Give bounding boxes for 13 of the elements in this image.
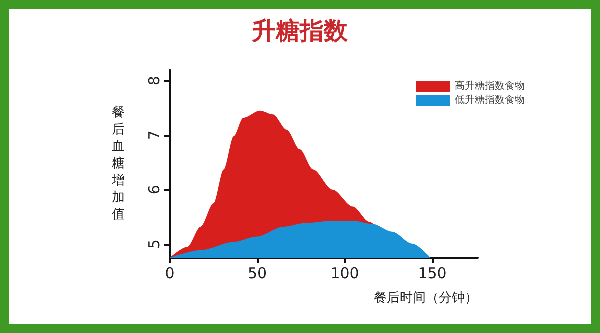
y-tick-label: 6 bbox=[146, 185, 164, 195]
x-axis-title: 餐后时间（分钟） bbox=[374, 291, 478, 306]
x-tick-label: 150 bbox=[418, 264, 447, 282]
x-tick-label: 0 bbox=[165, 264, 175, 282]
x-tick-label: 50 bbox=[248, 264, 268, 282]
y-axis-title: 餐后血糖增加值 bbox=[111, 106, 125, 222]
chart-title: 升糖指数 bbox=[251, 17, 349, 45]
x-tick-label: 100 bbox=[330, 264, 360, 282]
y-tick-label: 5 bbox=[146, 240, 164, 250]
legend-label: 高升糖指数食物 bbox=[455, 80, 525, 92]
legend-label: 低升糖指数食物 bbox=[455, 94, 525, 106]
y-tick-label: 7 bbox=[146, 130, 164, 140]
y-tick-label: 8 bbox=[146, 76, 164, 86]
